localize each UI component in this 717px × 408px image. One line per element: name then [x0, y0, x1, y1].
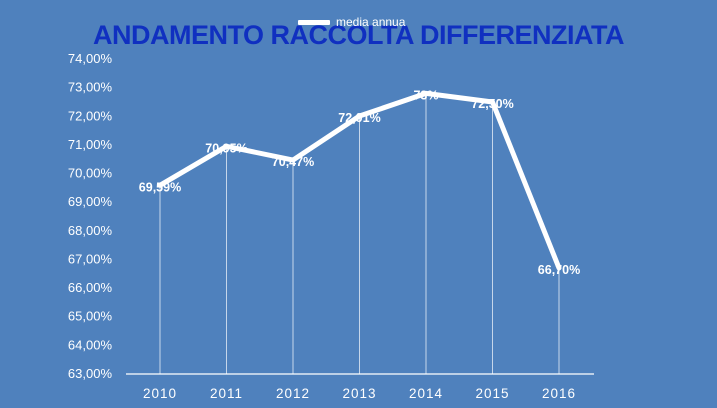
y-tick-label: 69,00% — [68, 194, 113, 209]
y-tick-label: 66,00% — [68, 280, 113, 295]
chart-title: ANDAMENTO RACCOLTA DIFFERENZIATA — [93, 20, 624, 50]
series-line-media-annua — [157, 90, 562, 271]
data-label: 72,01% — [338, 111, 380, 125]
legend-label: media annua — [336, 15, 406, 29]
data-label: 66,70% — [538, 263, 580, 277]
legend-swatch-media-annua — [298, 19, 330, 25]
y-tick-label: 74,00% — [68, 51, 113, 66]
x-tick-label: 2014 — [409, 386, 443, 401]
data-label: 69,59% — [139, 180, 181, 194]
y-tick-label: 65,00% — [68, 309, 113, 324]
legend: media annua — [298, 12, 405, 32]
data-label: 73% — [413, 88, 438, 102]
y-tick-label: 70,00% — [68, 166, 113, 181]
y-tick-label: 72,00% — [68, 108, 113, 123]
x-tick-label: 2015 — [475, 386, 509, 401]
y-tick-label: 64,00% — [68, 337, 113, 352]
x-tick-label: 2012 — [276, 386, 310, 401]
x-tick-label: 2013 — [342, 386, 376, 401]
data-label: 70,47% — [272, 155, 314, 169]
y-tick-label: 73,00% — [68, 80, 113, 95]
y-tick-label: 63,00% — [68, 366, 113, 381]
data-label: 72,50% — [471, 97, 513, 111]
x-tick-label: 2011 — [210, 386, 243, 401]
x-tick-label: 2016 — [542, 386, 576, 401]
x-tick-label: 2010 — [143, 386, 177, 401]
y-tick-label: 71,00% — [68, 137, 113, 152]
y-tick-label: 68,00% — [68, 223, 113, 238]
data-label: 70,95% — [205, 141, 247, 155]
y-tick-label: 67,00% — [68, 251, 113, 266]
